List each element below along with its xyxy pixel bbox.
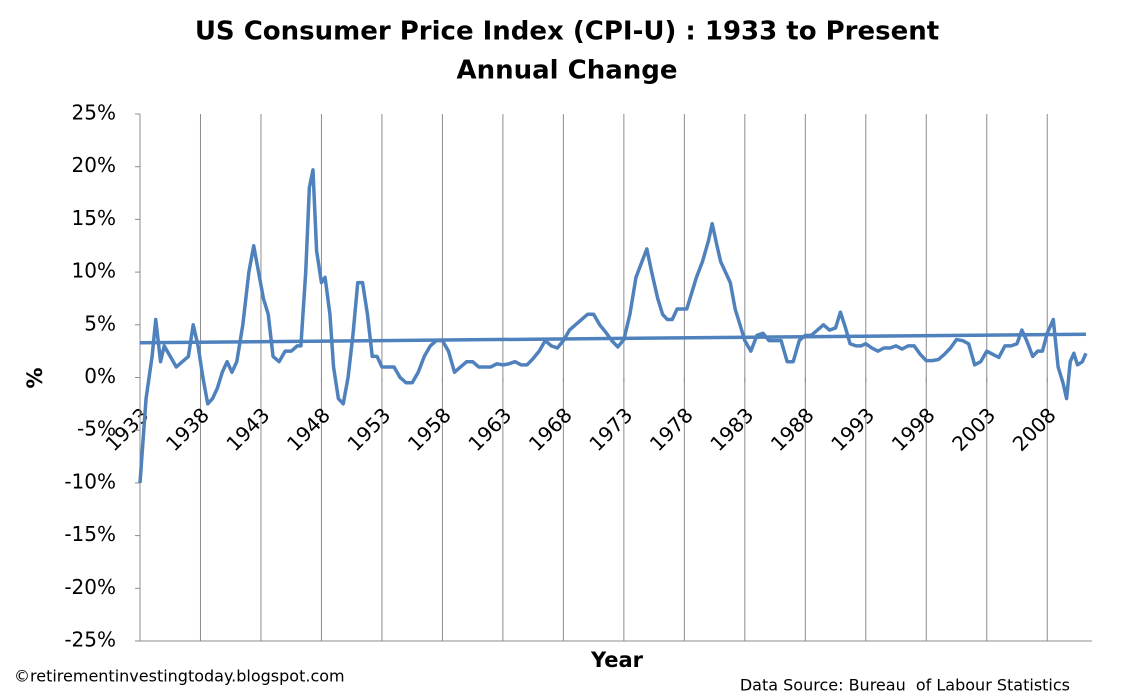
y-tick-label: 5% [84,311,116,335]
y-tick-label: -20% [64,575,116,599]
y-tick-label: 25% [72,101,116,125]
y-tick-label: 0% [84,364,116,388]
chart-subtitle: Annual Change [456,56,677,86]
y-tick-label: 20% [72,153,116,177]
x-axis-title: Year [590,648,644,672]
data-line [139,332,1086,345]
chart-title: US Consumer Price Index (CPI-U) : 1933 t… [195,17,939,47]
y-tick-label: -5% [77,417,116,441]
y-axis-title: % [23,367,47,388]
y-tick-label: -10% [64,469,116,493]
y-tick-label: 15% [72,206,116,230]
y-tick-label: -25% [64,628,116,652]
y-tick-label: 10% [72,259,116,283]
y-tick-label: -15% [64,522,116,546]
credit: ©retirementinvestingtoday.blogspot.com [14,667,345,686]
data-line [138,168,1088,484]
source: Data Source: Bureau of Labour Statistics [740,676,1070,695]
